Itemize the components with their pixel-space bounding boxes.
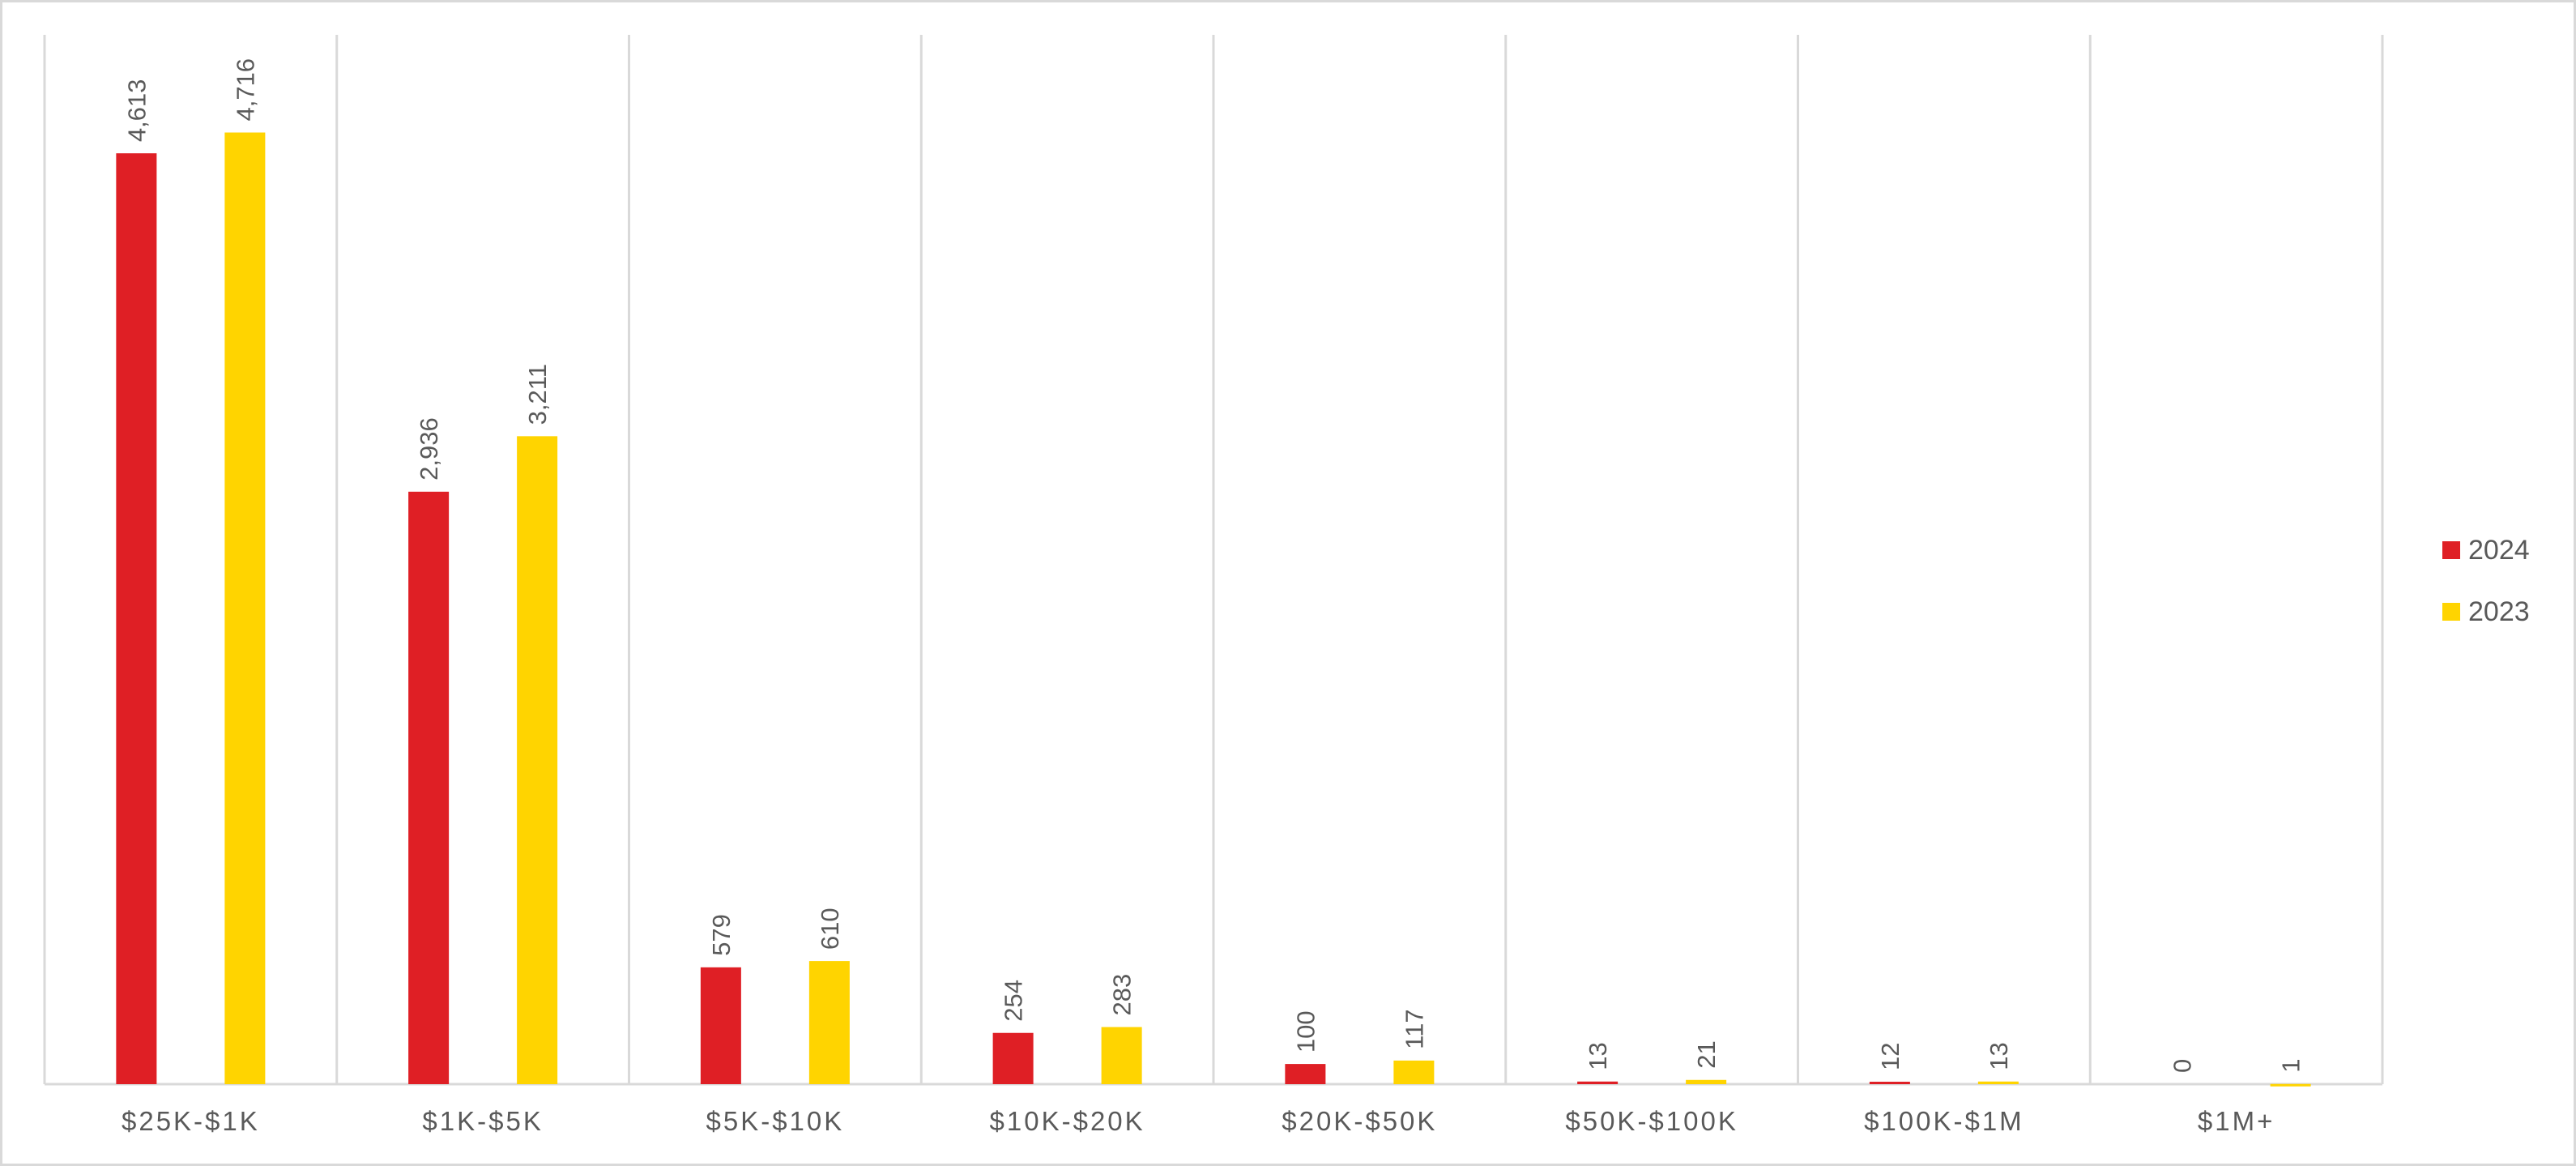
bar-2023	[808, 961, 850, 1084]
legend-swatch-2024	[2442, 541, 2460, 559]
x-tick-label: $10K-$20K	[990, 1106, 1145, 1136]
data-label-2023: 3,211	[523, 364, 552, 425]
bar-2023	[1977, 1081, 2019, 1084]
data-label-2023: 1	[2277, 1059, 2305, 1073]
x-tick-label: $5K-$10K	[706, 1106, 844, 1136]
bar-2024	[116, 153, 157, 1085]
data-label-2024: 0	[2169, 1059, 2197, 1073]
data-label-2023: 13	[1985, 1042, 2013, 1070]
bar-2024	[1285, 1064, 1326, 1084]
bar-2023	[517, 436, 558, 1084]
bar-2023	[224, 132, 266, 1084]
data-label-2023: 610	[816, 908, 844, 950]
data-label-2024: 4,613	[122, 79, 151, 143]
data-label-2024: 12	[1876, 1043, 1904, 1070]
data-label-2023: 117	[1400, 1009, 1428, 1049]
x-tick-label: $1M+	[2198, 1106, 2275, 1136]
data-label-2024: 13	[1584, 1042, 1612, 1070]
x-tick-label: $20K-$50K	[1282, 1106, 1437, 1136]
x-tick-label: $25K-$1K	[122, 1106, 260, 1136]
data-label-2023: 4,716	[231, 58, 259, 122]
x-tick-label: $1K-$5K	[422, 1106, 543, 1136]
legend-label-2024: 2024	[2468, 534, 2530, 566]
data-label-2024: 100	[1291, 1010, 1320, 1053]
legend-label-2023: 2023	[2468, 596, 2530, 627]
data-label-2024: 579	[707, 914, 736, 956]
data-label-2023: 283	[1108, 974, 1137, 1016]
x-tick-label: $50K-$100K	[1565, 1106, 1738, 1136]
legend: 2024 2023	[2442, 529, 2530, 652]
bar-2024	[992, 1032, 1034, 1084]
x-tick-label: $100K-$1M	[1864, 1106, 2024, 1136]
legend-item-2024: 2024	[2442, 529, 2530, 571]
bar-2023	[2270, 1083, 2311, 1087]
data-label-2024: 2,936	[415, 417, 443, 480]
bar-2024	[408, 491, 450, 1084]
bar-2024	[1869, 1082, 1910, 1085]
bar-2024	[700, 967, 741, 1084]
data-label-2024: 254	[1000, 980, 1028, 1022]
bar-2023	[1101, 1027, 1142, 1084]
bar-2023	[1393, 1060, 1435, 1084]
data-label-2023: 21	[1692, 1040, 1721, 1068]
bar-2023	[1686, 1079, 1727, 1084]
bar-2024	[1577, 1081, 1619, 1084]
legend-item-2023: 2023	[2442, 591, 2530, 633]
legend-swatch-2023	[2442, 603, 2460, 621]
